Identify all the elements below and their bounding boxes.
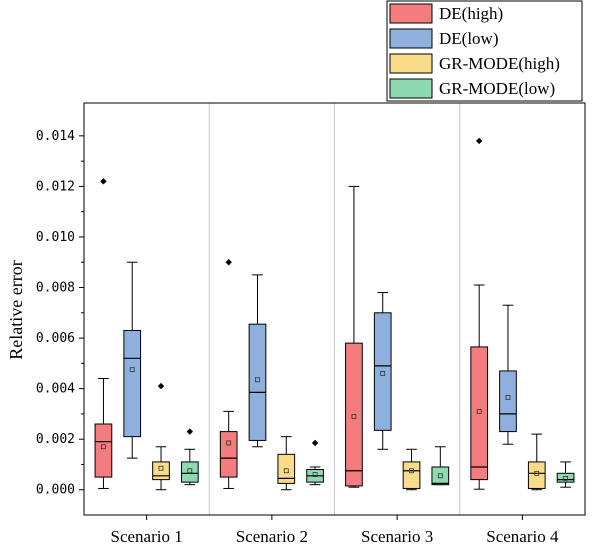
box-DE(low) — [499, 304, 517, 445]
box-GR-MODE(high) — [152, 382, 170, 491]
legend-label: GR-MODE(low) — [439, 79, 555, 98]
box-DE(low) — [123, 261, 142, 459]
y-axis: 0.000 0.002 0.004 0.006 0.008 0.010 0.012 0.014 — [36, 129, 84, 498]
y-tick-label: 0.014 — [36, 129, 75, 144]
mean-marker — [409, 468, 414, 474]
x-axis: Scenario 1 Scenario 2 Scenario 3 Scenario 4 — [111, 515, 559, 546]
legend-swatch — [389, 78, 433, 99]
legend-label: GR-MODE(high) — [439, 54, 560, 73]
outlier-point — [186, 428, 194, 435]
box-DE(low) — [248, 274, 267, 448]
legend-swatch — [389, 53, 433, 74]
box-iqr — [152, 461, 170, 481]
outlier-point — [225, 259, 232, 266]
mean-marker — [101, 444, 106, 450]
outlier-point — [100, 178, 107, 185]
mean-marker — [255, 377, 260, 383]
mean-marker — [437, 473, 443, 479]
box-iqr — [219, 431, 238, 478]
mean-marker — [351, 414, 357, 419]
box-DE(high) — [219, 259, 238, 489]
box-iqr — [248, 323, 267, 441]
y-tick-label: 0.012 — [36, 179, 75, 194]
mean-marker — [129, 367, 135, 373]
legend-label: DE(low) — [439, 29, 498, 48]
outlier-point — [157, 382, 165, 390]
y-tick-label: 0.008 — [36, 281, 75, 296]
box-iqr — [123, 329, 142, 438]
box-GR-MODE(low) — [306, 439, 324, 486]
mean-marker — [505, 395, 511, 400]
box-iqr — [556, 472, 575, 483]
y-tick-label: 0.004 — [36, 382, 75, 397]
x-tick-label: Scenario 2 — [236, 527, 308, 546]
scenario-separators — [208, 103, 461, 515]
box-GR-MODE(high) — [277, 436, 296, 491]
y-tick-label: 0.002 — [36, 432, 75, 447]
outlier-point — [311, 439, 319, 447]
y-axis-title: Relative error — [6, 260, 26, 359]
mean-marker — [476, 408, 482, 414]
plot-frame — [83, 102, 586, 516]
mean-marker — [158, 465, 164, 471]
box-DE(high) — [470, 137, 489, 490]
box-GR-MODE(high) — [527, 433, 546, 491]
y-tick-label: 0.006 — [36, 331, 75, 346]
box-GR-MODE(low) — [556, 461, 575, 488]
box-DE(high) — [345, 185, 363, 488]
box-iqr — [402, 461, 421, 489]
y-tick-label: 0.000 — [36, 483, 75, 498]
mean-marker — [534, 470, 540, 476]
mean-marker — [283, 468, 289, 474]
legend: DE(high) DE(low) GR-MODE(high) GR-MODE(low) — [386, 0, 583, 102]
mean-marker — [563, 475, 568, 481]
box-GR-MODE(high) — [402, 448, 421, 491]
box-GR-MODE(low) — [180, 428, 199, 486]
box-iqr — [431, 466, 450, 486]
x-tick-label: Scenario 1 — [111, 527, 183, 546]
mean-marker — [312, 472, 318, 477]
x-tick-label: Scenario 3 — [361, 527, 433, 546]
box-DE(high) — [94, 178, 113, 489]
box-iqr — [180, 461, 199, 483]
mean-marker — [187, 468, 193, 474]
legend-label: DE(high) — [439, 4, 503, 23]
box-iqr — [94, 423, 113, 478]
mean-marker — [380, 371, 386, 376]
box-GR-MODE(low) — [431, 446, 450, 486]
legend-swatch — [389, 28, 433, 49]
y-tick-label: 0.010 — [36, 230, 75, 245]
mean-marker — [226, 440, 232, 446]
box-iqr — [499, 370, 517, 433]
box-DE(low) — [373, 292, 392, 450]
outlier-point — [475, 137, 483, 145]
box-series — [94, 137, 575, 491]
legend-swatch — [389, 3, 433, 24]
x-tick-label: Scenario 4 — [486, 527, 559, 546]
